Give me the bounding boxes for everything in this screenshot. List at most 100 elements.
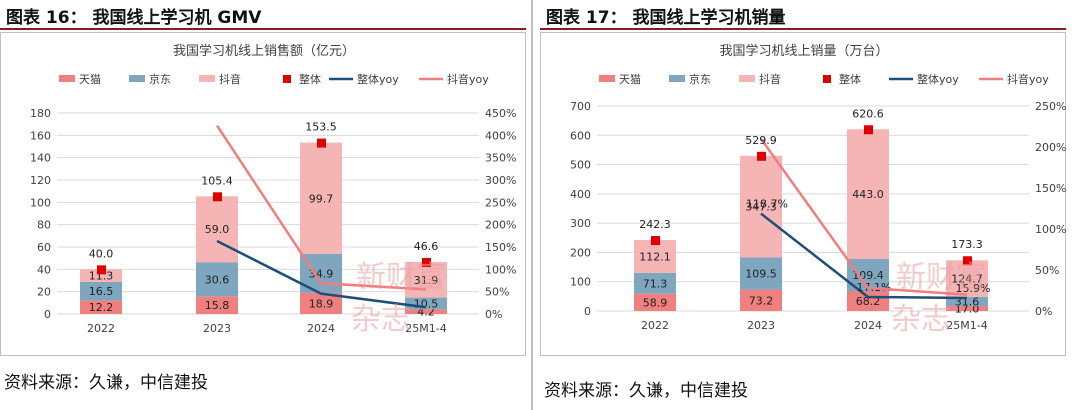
bar-tmall [80, 300, 122, 314]
sales-volume-panel: 图表 17： 我国线上学习机销量 我国学习机线上销量（万台） 天猫 京东 抖音 整体 整体… [540, 0, 1070, 410]
watermark-line-1: 新财富 [896, 260, 986, 295]
data-label-total-yoy: 15.9% [956, 282, 991, 295]
bar-douyin [634, 240, 676, 273]
chart-title: 我国学习机线上销售额（亿元） [173, 43, 355, 59]
marker-total [651, 236, 660, 246]
data-label-total: 46.6 [414, 240, 439, 253]
bar-douyin [80, 269, 122, 282]
data-label-douyin: 124.7 [951, 273, 983, 286]
bar-tmall [946, 306, 988, 311]
data-label-douyin: 31.9 [414, 274, 439, 287]
data-label-douyin: 347.3 [745, 201, 777, 214]
y-tick-label: 120 [30, 174, 51, 187]
bar-douyin [740, 155, 782, 258]
title-rule [0, 28, 526, 30]
y2-tick-label: 100% [1035, 223, 1066, 236]
x-tick-label: 2024 [307, 322, 335, 335]
legend-label-jd: 京东 [689, 72, 711, 86]
data-label-total: 620.6 [852, 107, 884, 120]
bar-jd [80, 281, 122, 301]
legend-label-jd: 京东 [149, 72, 171, 86]
bar-tmall [740, 289, 782, 311]
x-tick-label: 2022 [641, 319, 669, 332]
data-label-tmall: 15.8 [205, 299, 230, 312]
watermark-line-2: 杂志 [351, 302, 411, 337]
data-label-douyin: 59.0 [205, 223, 230, 236]
marker-total [213, 192, 222, 202]
y-tick-label: 160 [30, 129, 51, 142]
line-total-yoy [760, 212, 968, 300]
chart-title: 我国学习机线上销量（万台） [719, 43, 888, 59]
data-label-total: 529.9 [745, 134, 777, 147]
data-label-jd: 30.6 [205, 273, 230, 286]
data-label-douyin: 99.7 [309, 192, 334, 205]
marker-total [422, 257, 431, 267]
bar-jd [740, 257, 782, 290]
legend-label-total: 整体 [839, 72, 861, 86]
data-label-jd: 109.5 [745, 268, 777, 281]
gmv-panel: 图表 16： 我国线上学习机 GMV 我国学习机线上销售额（亿元） 天猫 京东 抖音 整… [0, 0, 530, 410]
legend-swatch-douyin [739, 75, 755, 82]
y2-tick-label: 250% [1035, 100, 1066, 113]
chart-frame: 我国学习机线上销量（万台） 天猫 京东 抖音 整体 整体yoy 抖音yoy 0 100 200 30… [540, 32, 1066, 356]
y2-tick-label: 200% [485, 219, 516, 232]
source-note: 资料来源：久谦，中信建投 [4, 373, 208, 393]
y-tick-label: 700 [570, 100, 591, 113]
bar-douyin [946, 260, 988, 297]
data-label-total: 105.4 [201, 174, 233, 187]
x-tick-label: 2023 [747, 319, 775, 332]
legend-label-total: 整体 [299, 72, 321, 86]
bar-tmall [300, 292, 342, 314]
marker-total [317, 138, 326, 148]
bar-jd [196, 262, 238, 297]
y2-tick-label: 150% [1035, 182, 1066, 195]
x-tick-label: 2024 [854, 319, 882, 332]
legend-swatch-tmall [59, 75, 75, 82]
y2-tick-label: 0% [1035, 305, 1052, 318]
data-label-tmall: 18.9 [309, 297, 334, 310]
x-tick-label: 25M1-4 [405, 322, 446, 335]
y-tick-label: 100 [570, 276, 591, 289]
line-total-yoy [216, 239, 427, 309]
data-label-total: 242.3 [639, 218, 671, 231]
y2-tick-label: 0% [485, 308, 502, 321]
y2-tick-label: 250% [485, 196, 516, 209]
figure-title: 图表 17： 我国线上学习机销量 [546, 8, 786, 28]
legend-swatch-jd [669, 75, 685, 82]
marker-total [864, 125, 873, 135]
marker-total [97, 265, 106, 275]
data-label-total: 153.5 [305, 121, 337, 134]
y-tick-label: 60 [37, 241, 51, 254]
y2-tick-label: 450% [485, 107, 516, 120]
data-label-jd: 16.5 [89, 285, 114, 298]
source-note: 资料来源：久谦，中信建投 [544, 381, 748, 401]
watermark-line-1: 新财富 [356, 260, 446, 295]
y-tick-label: 180 [30, 107, 51, 120]
data-label-tmall: 58.9 [643, 296, 668, 309]
y2-tick-label: 50% [1035, 264, 1059, 277]
y-tick-label: 600 [570, 129, 591, 142]
bar-douyin [405, 261, 447, 298]
data-label-total-yoy: 118.7% [746, 198, 788, 211]
data-label-jd: 71.3 [643, 277, 668, 290]
data-label-douyin: 11.3 [89, 270, 114, 283]
legend-label-douyin: 抖音 [759, 72, 781, 86]
line-douyin-yoy [759, 138, 968, 296]
x-tick-label: 25M1-4 [946, 319, 987, 332]
y-tick-label: 140 [30, 152, 51, 165]
gmv-chart: 我国学习机线上销售额（亿元） 天猫 京东 抖音 整体 整体yoy 抖音yoy 0 20 40 60 8… [30, 43, 516, 337]
watermark-line-2: 杂志 [891, 302, 951, 337]
data-label-tmall: 73.2 [749, 294, 774, 307]
y2-tick-label: 50% [485, 286, 509, 299]
title-rule [540, 28, 1066, 30]
bar-tmall [405, 309, 447, 314]
line-douyin-yoy [215, 124, 427, 291]
data-label-douyin: 443.0 [852, 188, 884, 201]
legend-label-tmall: 天猫 [79, 73, 101, 86]
panel-divider [531, 0, 533, 410]
legend-swatch-total [823, 75, 831, 83]
y-tick-label: 20 [37, 286, 51, 299]
y2-tick-label: 350% [485, 152, 516, 165]
y2-tick-label: 300% [485, 174, 516, 187]
data-label-tmall: 12.2 [89, 301, 114, 314]
